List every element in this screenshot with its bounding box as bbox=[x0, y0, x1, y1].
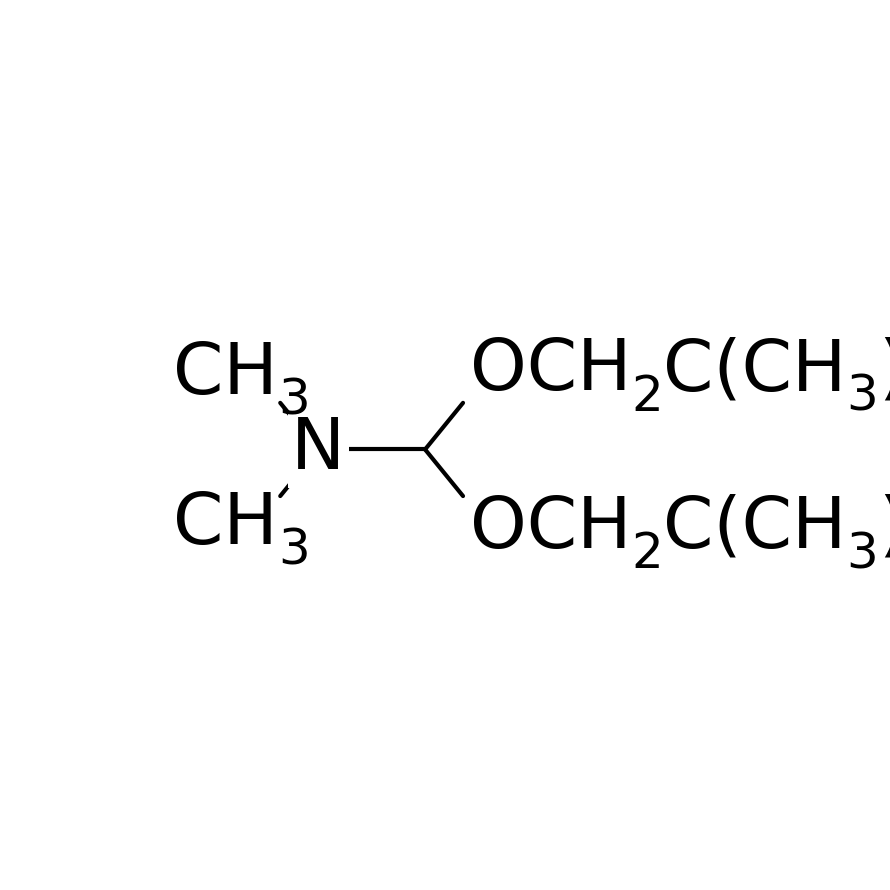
Text: CH: CH bbox=[174, 340, 278, 409]
Text: N: N bbox=[291, 415, 345, 484]
Text: C(CH: C(CH bbox=[663, 494, 846, 562]
Text: OCH: OCH bbox=[470, 336, 631, 405]
Text: 3: 3 bbox=[278, 376, 310, 425]
Text: C(CH: C(CH bbox=[663, 336, 846, 405]
Text: OCH: OCH bbox=[470, 494, 631, 562]
Text: 3: 3 bbox=[846, 373, 878, 421]
Text: ): ) bbox=[878, 336, 890, 405]
Text: 2: 2 bbox=[631, 373, 663, 421]
Text: 3: 3 bbox=[846, 530, 878, 578]
Text: 3: 3 bbox=[278, 527, 310, 575]
Text: CH: CH bbox=[174, 490, 278, 559]
Text: 2: 2 bbox=[631, 530, 663, 578]
Text: ): ) bbox=[878, 494, 890, 562]
